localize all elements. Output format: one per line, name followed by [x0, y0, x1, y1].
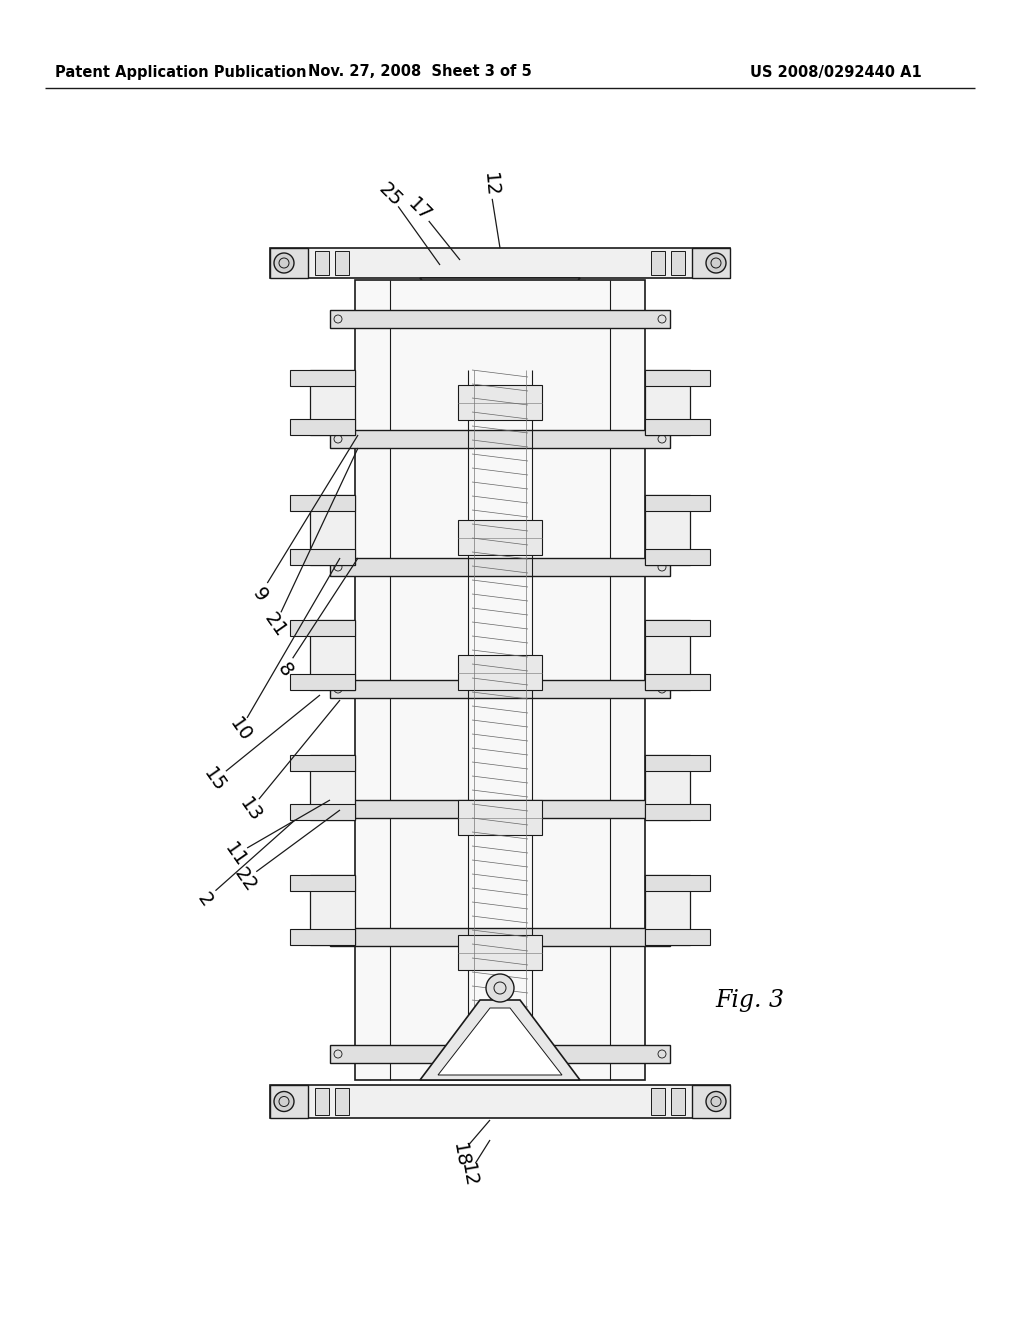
Text: 9: 9	[249, 585, 271, 606]
Text: 15: 15	[200, 764, 230, 796]
Bar	[330, 430, 670, 447]
Circle shape	[706, 1092, 726, 1111]
Text: 2: 2	[194, 890, 216, 911]
Text: Patent Application Publication: Patent Application Publication	[55, 65, 306, 79]
Bar	[645, 418, 710, 436]
Bar	[645, 495, 690, 565]
Text: 11: 11	[220, 840, 250, 871]
Bar	[458, 385, 542, 420]
Bar	[290, 370, 355, 385]
Bar	[671, 1088, 685, 1115]
Bar	[645, 549, 710, 565]
Bar	[645, 495, 710, 511]
Text: Fig. 3: Fig. 3	[715, 989, 784, 1011]
Bar	[310, 755, 355, 820]
Bar	[310, 370, 355, 436]
Circle shape	[706, 253, 726, 273]
Bar	[645, 804, 710, 820]
Bar	[290, 675, 355, 690]
Bar	[290, 755, 355, 771]
Bar	[330, 680, 670, 698]
Bar	[310, 875, 355, 945]
Bar	[290, 875, 355, 891]
Circle shape	[486, 974, 514, 1002]
Bar	[330, 558, 670, 576]
Bar	[645, 620, 710, 636]
Bar	[645, 755, 690, 820]
Text: US 2008/0292440 A1: US 2008/0292440 A1	[750, 65, 922, 79]
Bar	[458, 935, 542, 970]
Polygon shape	[438, 1008, 562, 1074]
Circle shape	[274, 253, 294, 273]
Bar	[458, 655, 542, 690]
Bar	[270, 1085, 308, 1118]
Bar	[290, 804, 355, 820]
Bar	[335, 251, 349, 275]
Text: 25: 25	[375, 180, 406, 210]
Bar	[270, 248, 308, 279]
Text: 18: 18	[449, 1142, 471, 1168]
Bar	[310, 620, 355, 690]
Circle shape	[274, 1092, 294, 1111]
Circle shape	[486, 352, 514, 381]
Bar	[645, 875, 690, 945]
Bar	[330, 310, 670, 327]
Bar	[315, 1088, 329, 1115]
Text: 17: 17	[404, 194, 435, 226]
Text: 12: 12	[479, 172, 501, 198]
Bar	[330, 1045, 670, 1063]
Bar	[330, 800, 670, 818]
Bar	[290, 495, 355, 511]
Bar	[290, 929, 355, 945]
Bar	[270, 1085, 730, 1118]
Text: 8: 8	[273, 660, 296, 681]
Bar	[290, 620, 355, 636]
Bar	[290, 549, 355, 565]
Polygon shape	[420, 279, 580, 355]
Bar	[458, 520, 542, 554]
Text: Nov. 27, 2008  Sheet 3 of 5: Nov. 27, 2008 Sheet 3 of 5	[308, 65, 531, 79]
Bar	[645, 370, 710, 385]
Bar	[458, 800, 542, 836]
Text: 21: 21	[260, 610, 290, 640]
Bar	[330, 928, 670, 946]
Bar	[335, 1088, 349, 1115]
Text: 10: 10	[225, 714, 255, 746]
Bar	[651, 251, 665, 275]
Text: 12: 12	[457, 1162, 479, 1189]
Polygon shape	[420, 1001, 580, 1080]
Bar	[270, 248, 730, 279]
Bar	[645, 875, 710, 891]
Bar	[645, 370, 690, 436]
Bar	[692, 248, 730, 279]
Bar	[671, 251, 685, 275]
Bar	[290, 418, 355, 436]
Bar	[645, 929, 710, 945]
Bar	[355, 280, 645, 1080]
Text: 22: 22	[230, 865, 260, 895]
Bar	[651, 1088, 665, 1115]
Bar	[692, 1085, 730, 1118]
Bar	[315, 251, 329, 275]
Bar	[645, 755, 710, 771]
Polygon shape	[438, 282, 562, 347]
Bar	[310, 495, 355, 565]
Bar	[645, 620, 690, 690]
Bar	[645, 675, 710, 690]
Text: 13: 13	[236, 795, 265, 825]
